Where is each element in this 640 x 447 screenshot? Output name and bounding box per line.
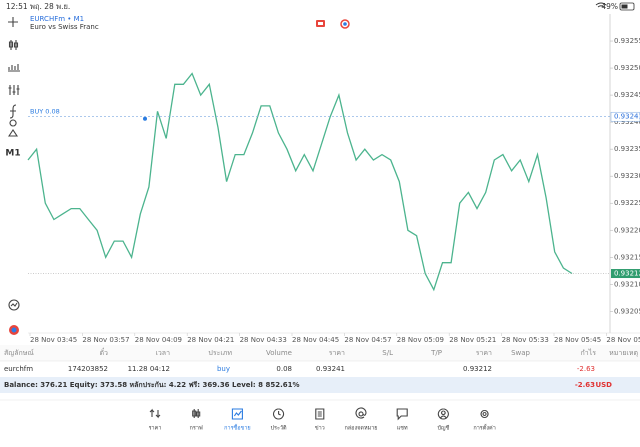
x-tick-label: 28 Nov 04:57 bbox=[344, 336, 391, 344]
objects-tool[interactable] bbox=[7, 119, 19, 137]
x-tick-label: 28 Nov 04:33 bbox=[240, 336, 287, 344]
nav-icon[interactable] bbox=[437, 408, 449, 420]
nav-label[interactable]: การตั้งค่า bbox=[473, 424, 495, 432]
indicators-tool[interactable] bbox=[8, 64, 20, 72]
y-tick-label: 0.93225 bbox=[614, 199, 640, 207]
x-tick-label: 28 Nov 05:57 bbox=[606, 336, 640, 344]
cell-profit[interactable]: -2.63 bbox=[577, 365, 595, 373]
x-tick-label: 28 Nov 03:45 bbox=[30, 336, 77, 344]
cell-symbol[interactable]: eurchfm bbox=[4, 365, 33, 373]
crosshair-tool[interactable] bbox=[8, 17, 18, 27]
column-header: กำไร bbox=[581, 348, 597, 357]
battery-level bbox=[621, 4, 628, 9]
current-price-label: 0.93212 bbox=[614, 270, 640, 278]
order-price-box bbox=[610, 111, 640, 122]
nav-icon[interactable] bbox=[149, 408, 161, 419]
status-time: 12:51 bbox=[6, 2, 28, 11]
x-tick-label: 28 Nov 03:57 bbox=[82, 336, 129, 344]
y-tick-label: 0.93205 bbox=[614, 307, 640, 315]
nav-icon[interactable] bbox=[273, 408, 285, 420]
column-header: เวลา bbox=[155, 349, 170, 357]
battery-icon bbox=[619, 2, 635, 11]
nav-icon[interactable] bbox=[480, 409, 489, 418]
column-header: T/P bbox=[430, 349, 442, 357]
price-line bbox=[27, 72, 573, 292]
nav-label[interactable]: กล่องจดหมาย bbox=[344, 426, 377, 432]
x-tick-label: 28 Nov 05:45 bbox=[554, 336, 601, 344]
column-header: ตั๋ว bbox=[100, 348, 109, 357]
nav-icon[interactable] bbox=[396, 408, 408, 421]
nav-label[interactable]: ข่าว bbox=[315, 426, 325, 432]
y-tick-label: 0.93245 bbox=[614, 91, 640, 99]
nav-label[interactable]: ประวัติ bbox=[271, 425, 287, 432]
settings-tool[interactable] bbox=[8, 85, 20, 95]
column-header: Volume bbox=[266, 349, 292, 357]
chart-description: Euro vs Swiss Franc bbox=[30, 23, 99, 31]
nav-icon[interactable] bbox=[231, 408, 243, 420]
candles-tool[interactable] bbox=[8, 40, 19, 50]
nav-icon[interactable] bbox=[192, 409, 201, 418]
toolbar: M1 bbox=[5, 17, 21, 335]
currency: USD bbox=[595, 381, 612, 389]
x-tick-label: 28 Nov 04:45 bbox=[292, 336, 339, 344]
order-price-label: 0.93241 bbox=[614, 113, 640, 121]
status-date: พฤ. 28 พ.ย. bbox=[30, 2, 70, 11]
column-header: หมายเหตุ bbox=[609, 349, 638, 357]
wifi-icon bbox=[595, 2, 607, 8]
cell-ticket[interactable]: 174203852 bbox=[68, 365, 108, 373]
column-header: ราคา bbox=[329, 349, 345, 357]
trade-panel-button-inner bbox=[318, 22, 323, 25]
function-tool[interactable] bbox=[9, 104, 17, 119]
zoom-tool-line bbox=[10, 302, 18, 307]
column-header: ราคา bbox=[476, 349, 492, 357]
cell-type[interactable]: buy bbox=[217, 365, 230, 373]
order-label: BUY 0.08 bbox=[30, 108, 60, 116]
x-tick-label: 28 Nov 04:21 bbox=[187, 336, 234, 344]
current-price-box bbox=[611, 269, 640, 279]
total-profit: -2.63 bbox=[575, 381, 595, 389]
nav-icon[interactable] bbox=[315, 408, 325, 420]
x-tick-label: 28 Nov 04:09 bbox=[135, 336, 182, 344]
nav-label[interactable]: บัญชี bbox=[437, 425, 449, 432]
chart-symbol: EURCHFm • M1 bbox=[30, 15, 84, 23]
cell-time[interactable]: 11.28 04:12 bbox=[128, 365, 170, 373]
column-header: Swap bbox=[511, 349, 530, 357]
cell-open-price[interactable]: 0.93241 bbox=[316, 365, 345, 373]
cell-volume[interactable]: 0.08 bbox=[276, 365, 292, 373]
timeframe-button[interactable]: M1 bbox=[5, 149, 20, 159]
x-tick-label: 28 Nov 05:09 bbox=[397, 336, 444, 344]
x-tick-label: 28 Nov 05:33 bbox=[502, 336, 549, 344]
y-tick-label: 0.93255 bbox=[614, 37, 640, 45]
zoom-tool[interactable] bbox=[8, 299, 20, 311]
balance-bar bbox=[0, 377, 640, 393]
column-header: ประเภท bbox=[208, 349, 232, 357]
nav-label[interactable]: ราคา bbox=[149, 426, 162, 432]
nav-icon[interactable] bbox=[355, 407, 367, 419]
column-header: S/L bbox=[382, 349, 393, 357]
cell-current-price[interactable]: 0.93212 bbox=[463, 365, 492, 373]
nav-label[interactable]: การซื้อขาย bbox=[224, 424, 250, 432]
nav-label[interactable]: แชท bbox=[397, 425, 408, 432]
x-tick-label: 28 Nov 05:21 bbox=[449, 336, 496, 344]
y-tick-label: 0.93235 bbox=[614, 145, 640, 153]
balance-text: Balance: 376.21 Equity: 373.58 หลักประกั… bbox=[4, 381, 299, 389]
depth-button[interactable] bbox=[340, 19, 350, 29]
status-battery: 49% bbox=[601, 2, 618, 11]
column-header: สัญลักษณ์ bbox=[4, 349, 34, 357]
table-header-bg bbox=[0, 345, 640, 361]
nav-label[interactable]: กราฟ bbox=[190, 425, 203, 432]
y-tick-label: 0.93215 bbox=[614, 253, 640, 261]
order-marker bbox=[143, 116, 147, 121]
depth-button-inner bbox=[343, 22, 347, 26]
oneclick-icon-inner bbox=[11, 327, 17, 333]
